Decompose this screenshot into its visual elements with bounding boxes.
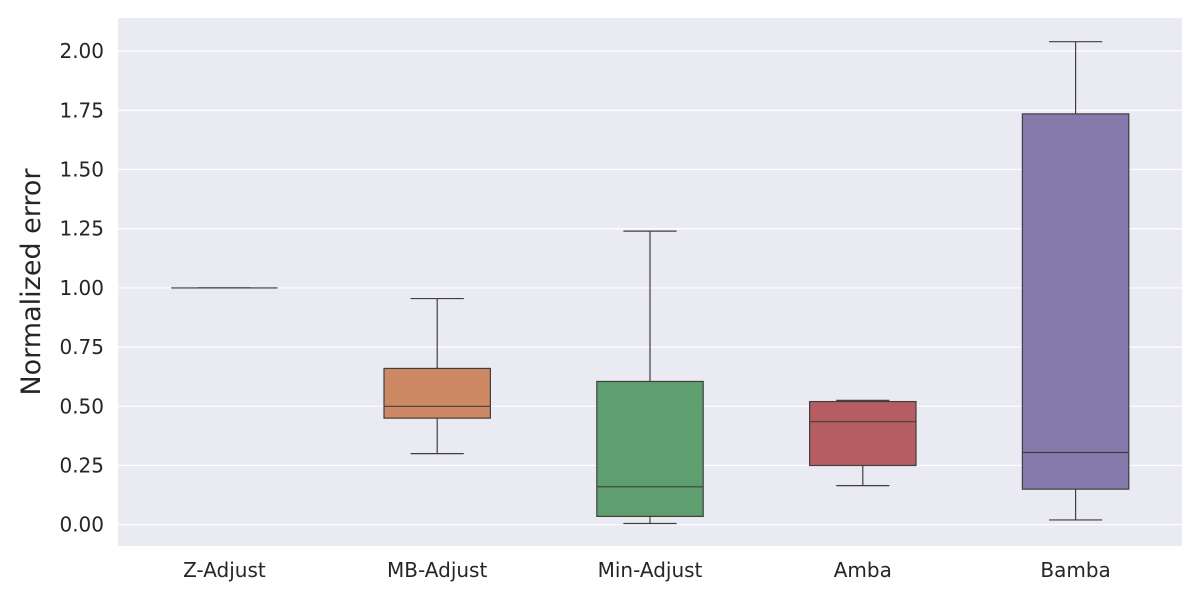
y-tick-label: 1.25 (59, 217, 104, 241)
x-tick-label: MB-Adjust (387, 558, 487, 582)
box-iqr (808, 400, 917, 467)
box-iqr (596, 380, 704, 518)
box-iqr (1021, 113, 1130, 490)
y-tick-label: 0.75 (59, 335, 104, 359)
y-axis-ticks: 0.00 0.25 0.50 0.75 1.00 1.25 1.50 1.75 2.00 (59, 39, 104, 537)
box-iqr (383, 367, 492, 419)
y-tick-label: 0.50 (59, 394, 104, 418)
y-tick-label: 1.75 (59, 98, 104, 122)
x-tick-label: Min-Adjust (598, 558, 703, 582)
x-tick-label: Bamba (1040, 558, 1110, 582)
box-group (596, 230, 704, 525)
box-group (1021, 41, 1130, 521)
y-tick-label: 0.00 (59, 513, 104, 537)
x-tick-label: Z-Adjust (183, 558, 266, 582)
boxes-layer (171, 41, 1130, 525)
box-group (383, 297, 492, 455)
x-tick-label: Amba (834, 558, 892, 582)
y-tick-label: 0.25 (59, 453, 104, 477)
y-tick-label: 1.50 (59, 158, 104, 182)
y-tick-label: 2.00 (59, 39, 104, 63)
y-axis-label: Normalized error (16, 168, 47, 396)
y-tick-label: 1.00 (59, 276, 104, 300)
x-axis-ticks: Z-Adjust MB-Adjust Min-Adjust Amba Bamba (183, 558, 1111, 582)
box-group (808, 399, 917, 487)
